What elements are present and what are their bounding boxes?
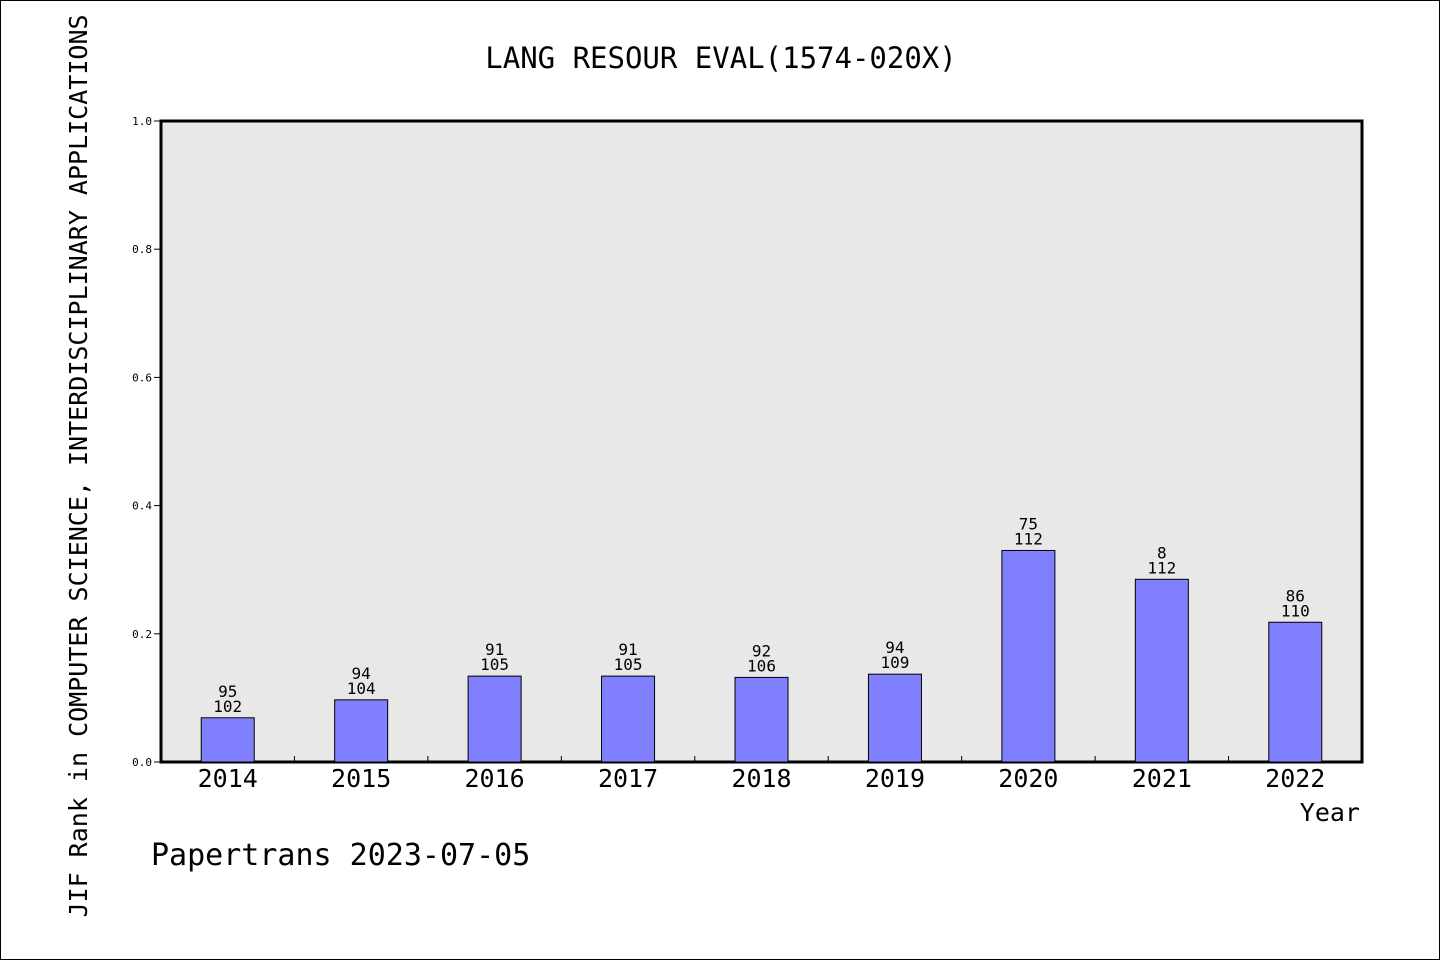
bar [1134, 578, 1189, 763]
x-tick-label: 2019 [865, 764, 925, 793]
y-tick-label: 0.6 [132, 371, 152, 384]
y-axis: 0.0 0.2 0.4 0.6 0.8 1.0 [132, 115, 161, 769]
data-label-rank: 91 [618, 640, 637, 659]
bar [734, 676, 789, 763]
data-label-total: 102 [213, 697, 242, 716]
data-label-total: 112 [1147, 558, 1176, 577]
y-tick-label: 0.0 [132, 756, 152, 769]
data-label-rank: 94 [352, 664, 371, 683]
y-tick-label: 0.2 [132, 628, 152, 641]
bar [601, 675, 656, 763]
x-tick-label: 2020 [998, 764, 1058, 793]
bar [334, 699, 389, 763]
bar [467, 675, 522, 763]
y-axis-label: JIF Rank in COMPUTER SCIENCE, INTERDISCI… [64, 14, 93, 917]
y-tick-label: 0.8 [132, 243, 152, 256]
x-tick-label: 2018 [731, 764, 791, 793]
bar-series: 9510294104911059110592106941097511281128… [200, 514, 1323, 763]
data-label-total: 106 [747, 656, 776, 675]
data-label-rank: 8 [1157, 543, 1167, 562]
y-tick-label: 1.0 [132, 115, 152, 128]
data-label-total: 109 [880, 653, 909, 672]
data-label-rank: 86 [1286, 586, 1305, 605]
footer-credit: Papertrans 2023-07-05 [151, 838, 530, 873]
y-tick-label: 0.4 [132, 500, 152, 513]
bar [867, 673, 922, 763]
x-axis: 2014 2015 2016 2017 2018 2019 2020 2021 2022 [198, 756, 1325, 793]
data-label-rank: 92 [752, 641, 771, 660]
data-label-rank: 75 [1019, 514, 1038, 533]
x-tick-label: 2015 [331, 764, 391, 793]
x-axis-label: Year [1300, 798, 1360, 827]
data-label-rank: 91 [485, 640, 504, 659]
x-tick-label: 2022 [1265, 764, 1325, 793]
data-label-total: 112 [1014, 529, 1043, 548]
x-tick-label: 2021 [1132, 764, 1192, 793]
data-label-total: 105 [614, 655, 643, 674]
data-label-rank: 95 [218, 682, 237, 701]
bar [200, 717, 255, 763]
x-tick-label: 2017 [598, 764, 658, 793]
chart-title: LANG RESOUR EVAL(1574-020X) [485, 41, 956, 75]
data-label-total: 104 [347, 679, 376, 698]
bar [1001, 549, 1056, 763]
x-tick-label: 2014 [198, 764, 258, 793]
x-tick-label: 2016 [465, 764, 525, 793]
data-label-rank: 94 [885, 638, 904, 657]
data-label-total: 110 [1281, 601, 1310, 620]
bar [1268, 621, 1323, 763]
data-label-total: 105 [480, 655, 509, 674]
